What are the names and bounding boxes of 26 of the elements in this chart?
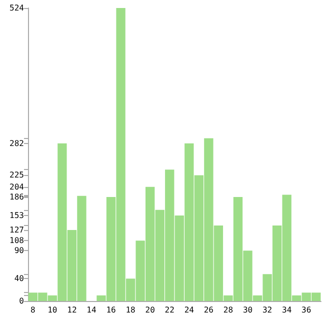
x-tick-label: 18 [126, 306, 136, 314]
y-tick-label: 153 [10, 210, 24, 220]
x-tick-label: 16 [106, 306, 116, 314]
x-tick-label: 20 [145, 306, 156, 314]
x-tick-label: 24 [184, 306, 194, 314]
y-tick-label: 127 [10, 225, 24, 234]
x-tick-label: 30 [242, 306, 253, 314]
y-tick-label: 524 [10, 4, 24, 12]
x-tick-label: 34 [282, 306, 292, 314]
y-tick-label: 186 [10, 192, 24, 202]
y-tick-label: 108 [10, 236, 24, 246]
y-tick-label: 0 [19, 296, 24, 306]
x-tick-label: 8 [30, 306, 36, 314]
x-tick-label: 22 [164, 306, 175, 314]
x-tick-label: 28 [223, 306, 234, 314]
y-tick-label: 40 [14, 274, 24, 284]
y-tick-label: 90 [14, 246, 24, 256]
y-tick-label: 282 [10, 138, 24, 148]
x-tick-label: 14 [86, 306, 96, 314]
x-tick-label: 12 [67, 306, 77, 314]
x-tick-label: 36 [302, 306, 312, 314]
x-tick-label: 26 [204, 306, 214, 314]
x-tick-label: 32 [262, 306, 272, 314]
x-tick-label: 10 [48, 306, 58, 314]
y-tick-label: 225 [10, 170, 24, 180]
y-tick-label: 204 [10, 182, 24, 192]
